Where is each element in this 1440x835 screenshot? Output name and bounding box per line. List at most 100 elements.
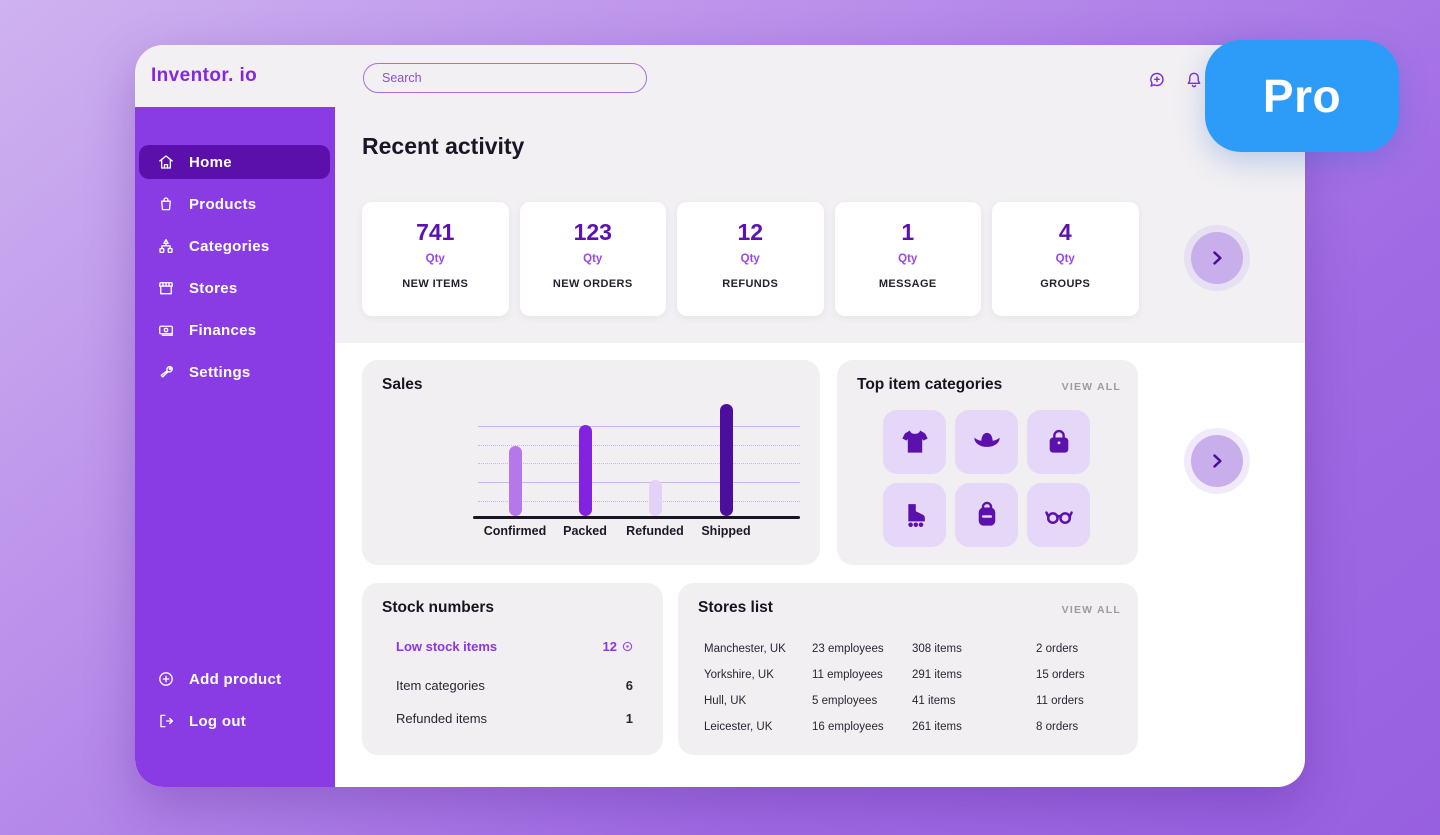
category-tile-handbag[interactable] xyxy=(1027,410,1090,474)
pro-badge[interactable]: Pro xyxy=(1205,40,1399,152)
pro-badge-label: Pro xyxy=(1262,70,1342,122)
stat-unit: Qty xyxy=(425,253,445,265)
sidebar-item-add-product[interactable]: Add product xyxy=(139,662,330,696)
tshirt-icon xyxy=(901,430,928,453)
store-employees: 5 employees xyxy=(812,695,878,707)
chevron-right-icon xyxy=(1213,251,1222,265)
hat-icon xyxy=(973,432,1000,447)
view-all-link[interactable]: VIEW ALL xyxy=(1061,604,1121,616)
store-city: Hull, UK xyxy=(704,695,747,707)
sidebar-item-label: Add product xyxy=(189,670,282,688)
stat-card-new-orders[interactable]: 123 Qty NEW ORDERS xyxy=(519,202,666,316)
store-items: 41 items xyxy=(912,695,956,707)
sidebar-item-stores[interactable]: Stores xyxy=(139,271,330,305)
page-title: Recent activity xyxy=(362,133,525,159)
bar-confirmed xyxy=(508,446,522,516)
panels-next-button[interactable] xyxy=(1191,435,1243,487)
sidebar-item-finances[interactable]: Finances xyxy=(139,313,330,347)
store-items: 308 items xyxy=(912,643,962,655)
sidebar-item-label: Settings xyxy=(189,363,251,381)
stat-value: 1 xyxy=(901,219,915,245)
message-plus-icon[interactable] xyxy=(1147,70,1167,90)
stock-value: 12 xyxy=(602,639,617,654)
stats-row: 741 Qty NEW ITEMS 123 Qty NEW ORDERS 12 … xyxy=(362,202,1139,316)
stat-unit: Qty xyxy=(583,253,603,265)
add-circle-icon xyxy=(157,670,175,688)
store-city: Leicester, UK xyxy=(704,721,773,733)
logout-icon xyxy=(157,712,175,730)
stock-label: Item categories xyxy=(396,678,485,693)
category-tile-backpack[interactable] xyxy=(955,483,1018,547)
notifications-bell-icon[interactable] xyxy=(1184,70,1204,90)
stock-numbers-card: Stock numbers Low stock items 12 Item ca… xyxy=(362,583,663,755)
store-items: 261 items xyxy=(912,721,962,733)
sidebar-item-home[interactable]: Home xyxy=(139,145,330,179)
stock-row-refunded-items[interactable]: Refunded items 1 xyxy=(396,711,633,726)
stat-unit: Qty xyxy=(1055,253,1075,265)
stock-title: Stock numbers xyxy=(382,599,494,616)
stat-card-refunds[interactable]: 12 Qty REFUNDS xyxy=(677,202,824,316)
stat-unit: Qty xyxy=(740,253,760,265)
stock-value: 6 xyxy=(625,678,633,693)
table-row[interactable]: Hull, UK 5 employees 41 items 11 orders xyxy=(704,695,1118,707)
sales-title: Sales xyxy=(382,376,423,393)
sales-card: Sales Confirmed Packed Refunded Shipped xyxy=(362,360,820,565)
store-items: 291 items xyxy=(912,669,962,681)
handbag-icon xyxy=(1049,429,1068,453)
store-employees: 11 employees xyxy=(812,669,883,681)
stock-label: Low stock items xyxy=(396,639,498,654)
stores-title: Stores list xyxy=(698,599,773,616)
stat-value: 12 xyxy=(737,219,764,245)
stat-card-new-items[interactable]: 741 Qty NEW ITEMS xyxy=(362,202,509,316)
store-icon xyxy=(157,279,175,297)
gridline xyxy=(478,482,800,483)
category-tile-hat[interactable] xyxy=(955,410,1018,474)
store-employees: 16 employees xyxy=(812,721,884,733)
store-city: Yorkshire, UK xyxy=(704,669,774,681)
table-row[interactable]: Yorkshire, UK 11 employees 291 items 15 … xyxy=(704,669,1118,681)
stock-row-item-categories[interactable]: Item categories 6 xyxy=(396,678,633,693)
store-orders: 11 orders xyxy=(1036,695,1084,707)
roller-skate-icon xyxy=(907,504,925,527)
low-stock-indicator-icon xyxy=(622,641,633,652)
top-categories-card: Top item categories VIEW ALL xyxy=(837,360,1138,565)
stat-label: REFUNDS xyxy=(722,278,779,290)
category-tile-tshirt[interactable] xyxy=(883,410,946,474)
gridline xyxy=(478,501,800,502)
sidebar: Home Products Categories xyxy=(135,107,335,787)
sidebar-item-products[interactable]: Products xyxy=(139,187,330,221)
store-city: Manchester, UK xyxy=(704,643,786,655)
sidebar-item-log-out[interactable]: Log out xyxy=(139,704,330,738)
stat-label: MESSAGE xyxy=(878,278,937,290)
settings-wrench-icon xyxy=(157,363,175,381)
axis-label-confirmed: Confirmed xyxy=(483,524,547,538)
sidebar-item-label: Stores xyxy=(189,279,238,297)
finances-icon xyxy=(157,321,175,339)
app-logo: Inventor. io xyxy=(151,65,258,86)
sidebar-item-categories[interactable]: Categories xyxy=(139,229,330,263)
table-row[interactable]: Manchester, UK 23 employees 308 items 2 … xyxy=(704,643,1118,655)
category-tile-glasses[interactable] xyxy=(1027,483,1090,547)
bar-shipped xyxy=(719,404,733,516)
sidebar-item-label: Home xyxy=(189,153,232,171)
stock-row-low-stock[interactable]: Low stock items 12 xyxy=(396,639,633,654)
app-window: Inventor. io Home xyxy=(135,45,1305,787)
category-tile-roller-skate[interactable] xyxy=(883,483,946,547)
chart-baseline xyxy=(473,516,800,519)
table-row[interactable]: Leicester, UK 16 employees 261 items 8 o… xyxy=(704,721,1118,733)
view-all-link[interactable]: VIEW ALL xyxy=(1061,381,1121,393)
sidebar-item-label: Finances xyxy=(189,321,257,339)
store-employees: 23 employees xyxy=(812,643,884,655)
stat-card-groups[interactable]: 4 Qty GROUPS xyxy=(992,202,1139,316)
bar-packed xyxy=(578,425,592,516)
stat-value: 123 xyxy=(573,219,612,245)
axis-label-shipped: Shipped xyxy=(701,524,751,538)
store-orders: 2 orders xyxy=(1036,643,1079,655)
top-categories-title: Top item categories xyxy=(857,376,1003,393)
glasses-icon xyxy=(1044,511,1073,525)
stat-card-message[interactable]: 1 Qty MESSAGE xyxy=(834,202,981,316)
sidebar-item-settings[interactable]: Settings xyxy=(139,355,330,389)
search-input[interactable] xyxy=(363,63,647,93)
stats-next-button[interactable] xyxy=(1191,232,1243,284)
